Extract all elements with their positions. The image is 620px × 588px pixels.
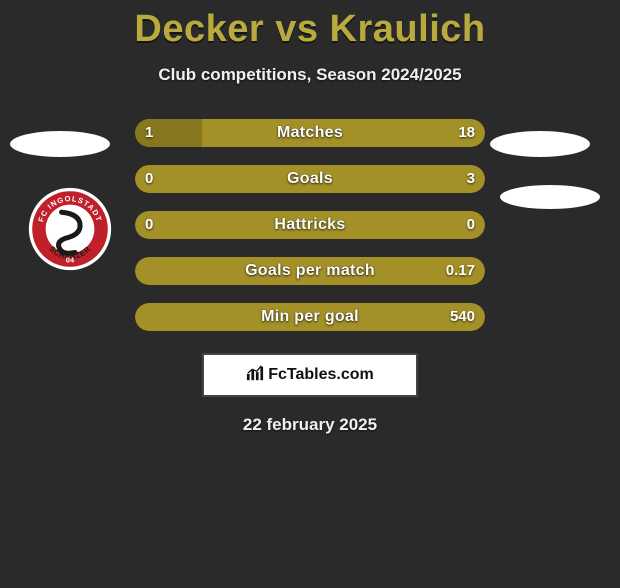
comparison-rows: 118Matches 03Goals 00Hattricks 0.17Goals pe… [135, 119, 485, 331]
stat-row: 00Hattricks [135, 211, 485, 239]
branding-box: FcTables.com [202, 353, 418, 397]
stat-label: Goals per match [135, 257, 485, 285]
stat-row: 540Min per goal [135, 303, 485, 331]
stat-label: Matches [135, 119, 485, 147]
branding-text: FcTables.com [268, 366, 374, 384]
stat-row: 03Goals [135, 165, 485, 193]
subtitle: Club competitions, Season 2024/2025 [0, 65, 620, 85]
decor-ellipse-mid-right [500, 185, 600, 209]
stat-label: Min per goal [135, 303, 485, 331]
stat-row: 118Matches [135, 119, 485, 147]
date-text: 22 february 2025 [0, 415, 620, 435]
stat-label: Hattricks [135, 211, 485, 239]
decor-ellipse-top-right [490, 131, 590, 157]
stat-row: 0.17Goals per match [135, 257, 485, 285]
svg-text:04: 04 [66, 256, 75, 265]
page-title: Decker vs Kraulich [0, 8, 620, 51]
bar-chart-icon [246, 364, 264, 387]
club-badge-ingolstadt: FC INGOLSTADT SCHANZER 04 [28, 187, 112, 271]
stat-label: Goals [135, 165, 485, 193]
decor-ellipse-top-left [10, 131, 110, 157]
